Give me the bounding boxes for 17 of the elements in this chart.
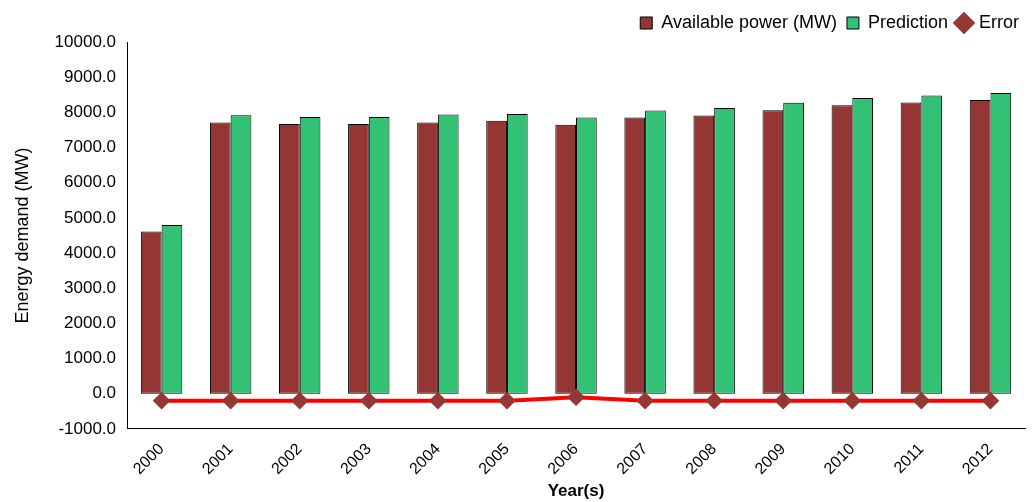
legend-label: Available power (MW)	[661, 11, 837, 32]
x-axis-title: Year(s)	[547, 481, 605, 501]
y-tick-label: 0.0	[92, 383, 117, 403]
y-tick-label: 2000.0	[64, 313, 117, 333]
y-tick-label: 9000.0	[64, 66, 117, 86]
y-tick-label: 3000.0	[64, 277, 117, 297]
y-tick-label: 6000.0	[64, 172, 117, 192]
y-tick-label: 7000.0	[64, 137, 117, 157]
y-tick-label: 5000.0	[64, 207, 117, 227]
y-tick-label: 1000.0	[64, 348, 117, 368]
legend-label: Prediction	[867, 11, 949, 32]
y-tick-label: -1000.0	[58, 418, 117, 438]
y-tick-label: 8000.0	[64, 102, 117, 122]
y-tick-label: 10000.0	[54, 31, 117, 51]
y-tick-label: 4000.0	[64, 242, 117, 262]
legend-label: Error	[979, 11, 1020, 32]
y-axis-title: Energy demand (MW)	[11, 147, 32, 324]
